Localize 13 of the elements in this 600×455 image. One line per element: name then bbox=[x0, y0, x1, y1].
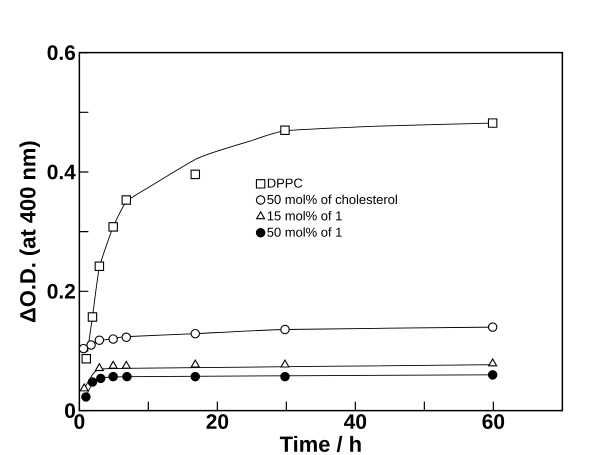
x-axis-title: Time / h bbox=[280, 436, 361, 452]
y-tick-label: 0.4 bbox=[48, 164, 76, 180]
y-axis-title: ΔO.D. (at 400 nm) bbox=[19, 141, 40, 322]
legend-label: 50 mol% of cholesterol bbox=[267, 194, 397, 204]
x-tick-label: 40 bbox=[344, 414, 366, 429]
y-tick-label: 0.2 bbox=[48, 284, 75, 299]
legend-label: 15 mol% of 1 bbox=[268, 210, 342, 220]
legend-label: DPPC bbox=[268, 178, 302, 188]
legend-label: 50 mol% of 1 bbox=[267, 227, 342, 237]
x-tick-label: 60 bbox=[482, 414, 504, 429]
y-tick-label: 0 bbox=[65, 403, 75, 418]
y-tick-label: 0.6 bbox=[48, 45, 76, 60]
x-tick-label: 20 bbox=[206, 414, 228, 429]
